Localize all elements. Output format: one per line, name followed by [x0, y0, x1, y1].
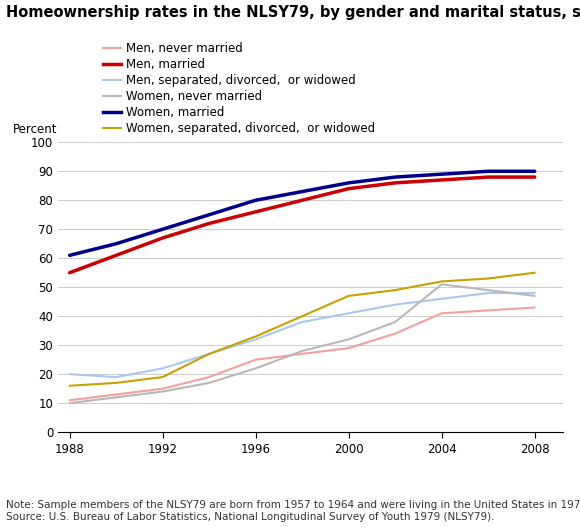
Text: Homeownership rates in the NLSY79, by gender and marital status, selected years: Homeownership rates in the NLSY79, by ge…	[6, 5, 580, 20]
Legend: Men, never married, Men, married, Men, separated, divorced,  or widowed, Women, : Men, never married, Men, married, Men, s…	[99, 37, 379, 139]
Text: Percent: Percent	[13, 123, 57, 136]
Text: Note: Sample members of the NLSY79 are born from 1957 to 1964 and were living in: Note: Sample members of the NLSY79 are b…	[6, 500, 580, 522]
